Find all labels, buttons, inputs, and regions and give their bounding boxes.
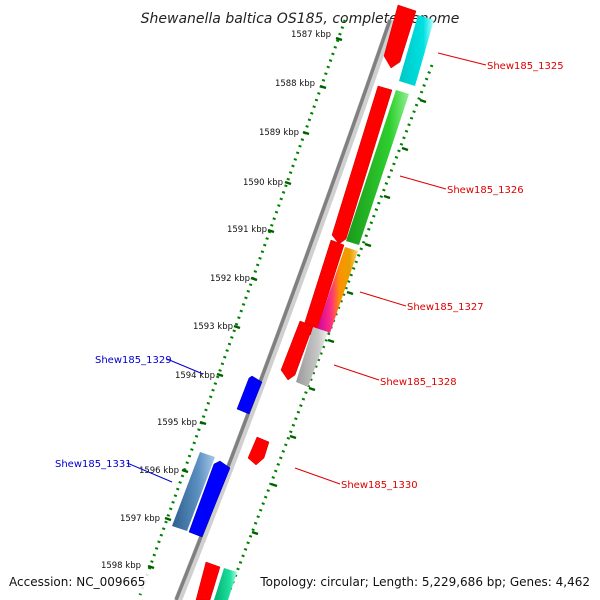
gene-label-shew185-1327: Shew185_1327 [407, 302, 484, 313]
tick-label: 1594 kbp [175, 371, 215, 381]
cds-arrow [247, 436, 270, 466]
cog-block [214, 568, 237, 600]
right-gene-labels: Shew185_1325 Shew185_1326 Shew185_1327 S… [294, 52, 564, 491]
tick-label: 1590 kbp [243, 178, 283, 188]
tick-label: 1596 kbp [139, 466, 179, 476]
tick-label: 1588 kbp [275, 79, 315, 89]
cog-block [346, 90, 409, 245]
tick-label: 1597 kbp [120, 514, 160, 524]
tick-label: 1591 kbp [227, 225, 267, 235]
tick-label: 1589 kbp [259, 128, 299, 138]
cds-arrow [195, 561, 221, 600]
cds-arrow [236, 375, 263, 415]
forward-cds-track [195, 4, 417, 600]
cog-block [296, 327, 328, 387]
tick-marks [147, 36, 343, 570]
cog-track [214, 15, 434, 600]
cog-block [172, 452, 215, 531]
cds-arrow [280, 320, 314, 381]
cog-block [399, 15, 434, 86]
gene-label-shew185-1328: Shew185_1328 [380, 377, 457, 388]
outer-tick-marks [251, 98, 427, 536]
kbp-labels: 1587 kbp 1588 kbp 1589 kbp 1590 kbp 1591… [101, 30, 331, 571]
gene-label-shew185-1329: Shew185_1329 [95, 355, 172, 366]
gene-label-shew185-1330: Shew185_1330 [341, 480, 418, 491]
tick-label: 1598 kbp [101, 561, 141, 571]
reverse-cds-track [172, 375, 263, 538]
cog-block [317, 247, 358, 333]
left-gene-labels: Shew185_1329 Shew185_1331 [55, 355, 204, 483]
topology-summary: Topology: circular; Length: 5,229,686 bp… [259, 575, 590, 589]
tick-label: 1593 kbp [193, 322, 233, 332]
gene-label-shew185-1325: Shew185_1325 [487, 61, 564, 72]
footer-bg-right [258, 571, 600, 593]
cds-arrow [188, 460, 231, 538]
map-title: Shewanella baltica OS185, complete genom… [141, 11, 460, 27]
cds-arrow [331, 85, 393, 245]
accession-text: Accession: NC_009665 [9, 575, 145, 589]
tick-label: 1592 kbp [210, 274, 250, 284]
footer-bg-left [0, 571, 150, 593]
gene-label-shew185-1326: Shew185_1326 [447, 185, 524, 196]
tick-label: 1595 kbp [157, 418, 197, 428]
cds-arrow [383, 4, 417, 69]
gene-label-shew185-1331: Shew185_1331 [55, 459, 132, 470]
tick-label: 1587 kbp [291, 30, 331, 40]
